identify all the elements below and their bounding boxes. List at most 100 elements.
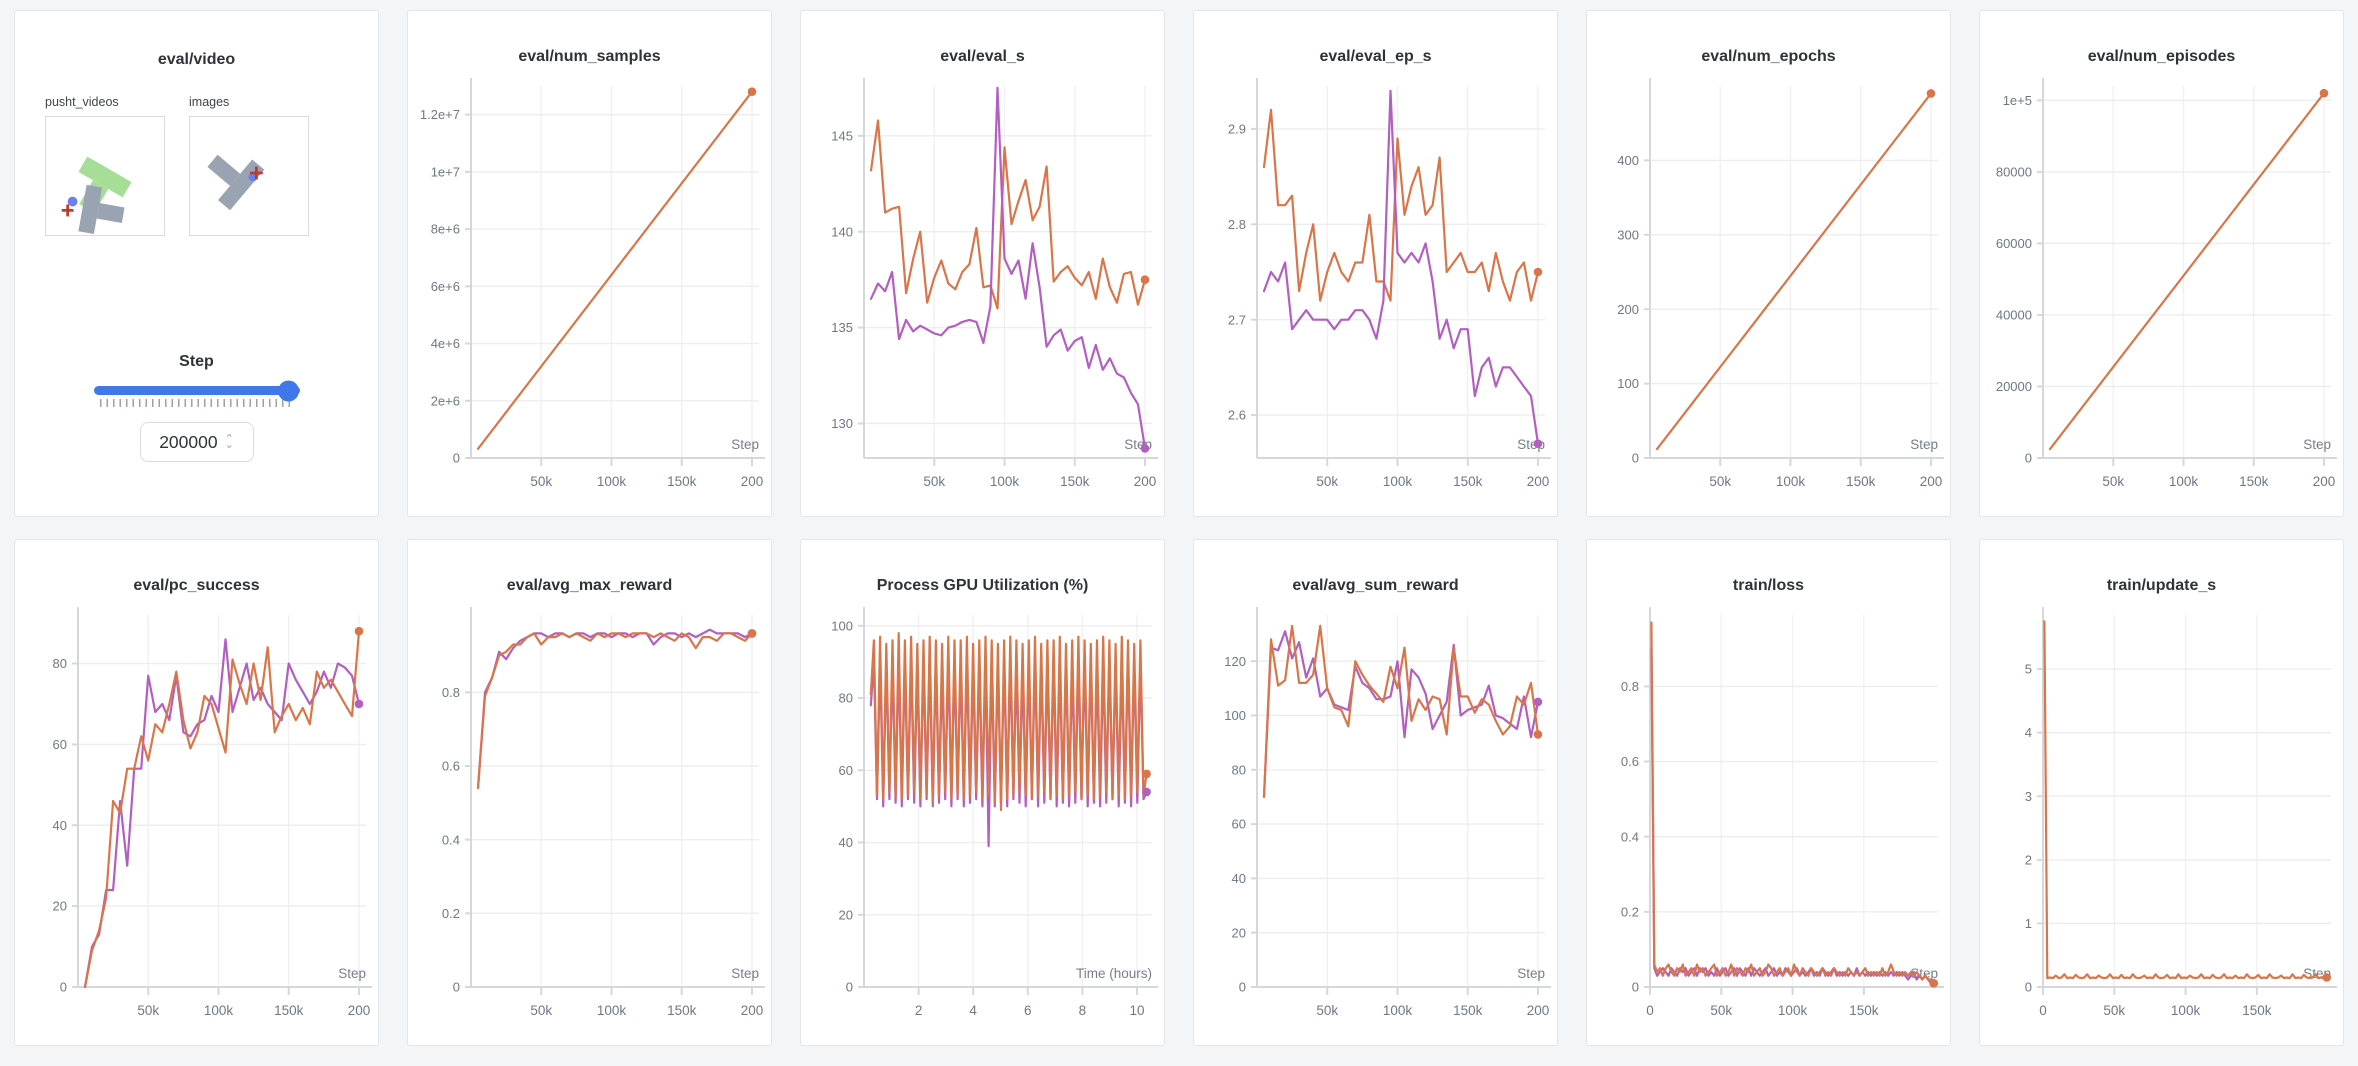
svg-text:200: 200 xyxy=(740,1003,763,1018)
panel-eval-avg-sum-reward[interactable]: eval/avg_sum_reward 0 20 40 60 80 100 120 50k 100… xyxy=(1193,539,1558,1046)
panel-eval-video[interactable]: eval/video pusht_videos xyxy=(14,10,379,517)
panel-eval-eval-s[interactable]: eval/eval_s 130 135 140 145 50k 100k 150k 200 Ste… xyxy=(800,10,1165,517)
svg-text:200: 200 xyxy=(347,1003,370,1018)
stepper-arrows[interactable]: ⌃ ⌄ xyxy=(225,434,234,451)
panel-process-gpu-utilization[interactable]: Process GPU Utilization (%) 0 20 40 60 80 100 2… xyxy=(800,539,1165,1046)
svg-text:2.6: 2.6 xyxy=(1227,408,1245,423)
panel-eval-num-epochs[interactable]: eval/num_epochs 0 100 200 300 400 50k 100k 150k 2… xyxy=(1586,10,1951,517)
svg-text:200: 200 xyxy=(1133,474,1156,489)
svg-text:150k: 150k xyxy=(667,474,697,489)
svg-text:6e+6: 6e+6 xyxy=(430,279,459,294)
slider-track[interactable] xyxy=(93,380,300,401)
svg-text:20: 20 xyxy=(52,899,66,914)
svg-text:1: 1 xyxy=(2024,916,2031,931)
svg-text:4: 4 xyxy=(2024,725,2031,740)
svg-text:0: 0 xyxy=(2039,1003,2047,1018)
process-gpu-utilization-plot[interactable]: 0 20 40 60 80 100 2 4 6 8 10 Time (hours) xyxy=(802,599,1164,1051)
panel-train-loss[interactable]: train/loss 0 0.2 0.4 0.6 0.8 0 50k 100k 150k Step xyxy=(1586,539,1951,1046)
svg-text:0: 0 xyxy=(1631,451,1638,466)
svg-text:150k: 150k xyxy=(2239,474,2269,489)
svg-text:60: 60 xyxy=(838,763,852,778)
svg-text:150k: 150k xyxy=(274,1003,304,1018)
svg-text:0: 0 xyxy=(1646,1003,1654,1018)
svg-text:200: 200 xyxy=(1919,474,1942,489)
svg-text:0.6: 0.6 xyxy=(1620,754,1638,769)
svg-text:0.4: 0.4 xyxy=(441,832,459,847)
eval-num-samples-plot[interactable]: 0 2e+6 4e+6 6e+6 8e+6 1e+7 1.2e+7 50k 100k 150k 20… xyxy=(409,70,771,522)
svg-text:50k: 50k xyxy=(2102,474,2124,489)
goal-cross-icon xyxy=(61,204,74,217)
panel-eval-pc-success[interactable]: eval/pc_success 0 20 40 60 80 50k 100k 150k 200 St… xyxy=(14,539,379,1046)
svg-text:145: 145 xyxy=(831,128,853,143)
svg-text:100: 100 xyxy=(831,618,853,633)
panel-train-update-s[interactable]: train/update_s 0 1 2 3 4 5 0 50k 100k 150k Step xyxy=(1979,539,2344,1046)
chart-title: eval/num_samples xyxy=(518,48,661,65)
svg-text:20: 20 xyxy=(1231,925,1245,940)
svg-text:50k: 50k xyxy=(1709,474,1731,489)
svg-text:4e+6: 4e+6 xyxy=(430,336,459,351)
panel-eval-num-episodes[interactable]: eval/num_episodes 0 20000 40000 60000 80000 1e… xyxy=(1979,10,2344,517)
svg-text:0.8: 0.8 xyxy=(441,685,459,700)
panel-eval-eval-ep-s[interactable]: eval/eval_ep_s 2.6 2.7 2.8 2.9 50k 100k 150k 200… xyxy=(1193,10,1558,517)
slider-knob[interactable] xyxy=(277,380,299,401)
svg-text:0.4: 0.4 xyxy=(1620,829,1638,844)
eval-num-episodes-plot[interactable]: 0 20000 40000 60000 80000 1e+5 50k 100k 150k 200 S… xyxy=(1981,70,2343,522)
svg-text:50k: 50k xyxy=(923,474,945,489)
media-pusht-videos: pusht_videos xyxy=(45,95,165,236)
svg-text:8: 8 xyxy=(1078,1003,1086,1018)
svg-text:0: 0 xyxy=(845,980,852,995)
chart-title: eval/avg_max_reward xyxy=(506,577,673,594)
svg-text:200: 200 xyxy=(1526,1003,1549,1018)
step-slider[interactable] xyxy=(93,380,300,407)
panel-eval-num-samples[interactable]: eval/num_samples 0 2e+6 4e+6 6e+6 8e+6 1e+7 1.2… xyxy=(407,10,772,517)
svg-text:50k: 50k xyxy=(1316,474,1338,489)
images-thumbnail[interactable] xyxy=(189,116,309,236)
svg-text:200: 200 xyxy=(1526,474,1549,489)
svg-text:100: 100 xyxy=(1224,708,1246,723)
svg-text:8e+6: 8e+6 xyxy=(430,222,459,237)
step-value: 200000 xyxy=(159,431,218,452)
eval-avg-max-reward-plot[interactable]: 0 0.2 0.4 0.6 0.8 50k 100k 150k 200 Step xyxy=(409,599,771,1051)
panel-eval-avg-max-reward[interactable]: eval/avg_max_reward 0 0.2 0.4 0.6 0.8 50k 100k 1… xyxy=(407,539,772,1046)
svg-text:80: 80 xyxy=(52,656,66,671)
eval-avg-sum-reward-plot[interactable]: 0 20 40 60 80 100 120 50k 100k 150k 200 Step xyxy=(1195,599,1557,1051)
svg-text:50k: 50k xyxy=(1710,1003,1732,1018)
svg-text:50k: 50k xyxy=(530,1003,552,1018)
media-row: pusht_videos xyxy=(15,69,378,236)
svg-text:6: 6 xyxy=(1024,1003,1032,1018)
pusht-scene-graphic xyxy=(61,156,132,235)
video-panel-title: eval/video xyxy=(157,51,236,68)
svg-text:0.2: 0.2 xyxy=(441,906,459,921)
svg-text:0: 0 xyxy=(452,451,459,466)
svg-text:120: 120 xyxy=(1224,654,1246,669)
chart-title: eval/eval_s xyxy=(940,48,1025,65)
svg-text:60: 60 xyxy=(52,737,66,752)
eval-num-epochs-plot[interactable]: 0 100 200 300 400 50k 100k 150k 200 Step xyxy=(1588,70,1950,522)
svg-text:50k: 50k xyxy=(137,1003,159,1018)
svg-text:0: 0 xyxy=(1238,980,1245,995)
pusht-videos-thumbnail[interactable] xyxy=(45,116,165,236)
eval-pc-success-plot[interactable]: 0 20 40 60 80 50k 100k 150k 200 Step xyxy=(16,599,378,1051)
svg-text:Step: Step xyxy=(338,966,366,981)
step-value-input[interactable]: 200000 ⌃ ⌄ xyxy=(139,422,254,462)
svg-text:80: 80 xyxy=(1231,762,1245,777)
chart-title: train/loss xyxy=(1732,577,1805,594)
svg-text:1e+7: 1e+7 xyxy=(430,164,459,179)
chart-title: eval/eval_ep_s xyxy=(1319,48,1432,65)
svg-text:100k: 100k xyxy=(1775,474,1805,489)
chart-title: eval/num_episodes xyxy=(2087,48,2236,65)
chart-title: eval/num_epochs xyxy=(1701,48,1836,65)
svg-text:130: 130 xyxy=(831,416,853,431)
goal-cross-icon xyxy=(249,166,263,180)
svg-text:0: 0 xyxy=(59,980,66,995)
svg-text:100k: 100k xyxy=(989,474,1019,489)
svg-text:40: 40 xyxy=(1231,871,1245,886)
svg-text:150k: 150k xyxy=(2242,1003,2272,1018)
svg-text:Time (hours): Time (hours) xyxy=(1075,966,1151,981)
svg-text:40: 40 xyxy=(838,835,852,850)
